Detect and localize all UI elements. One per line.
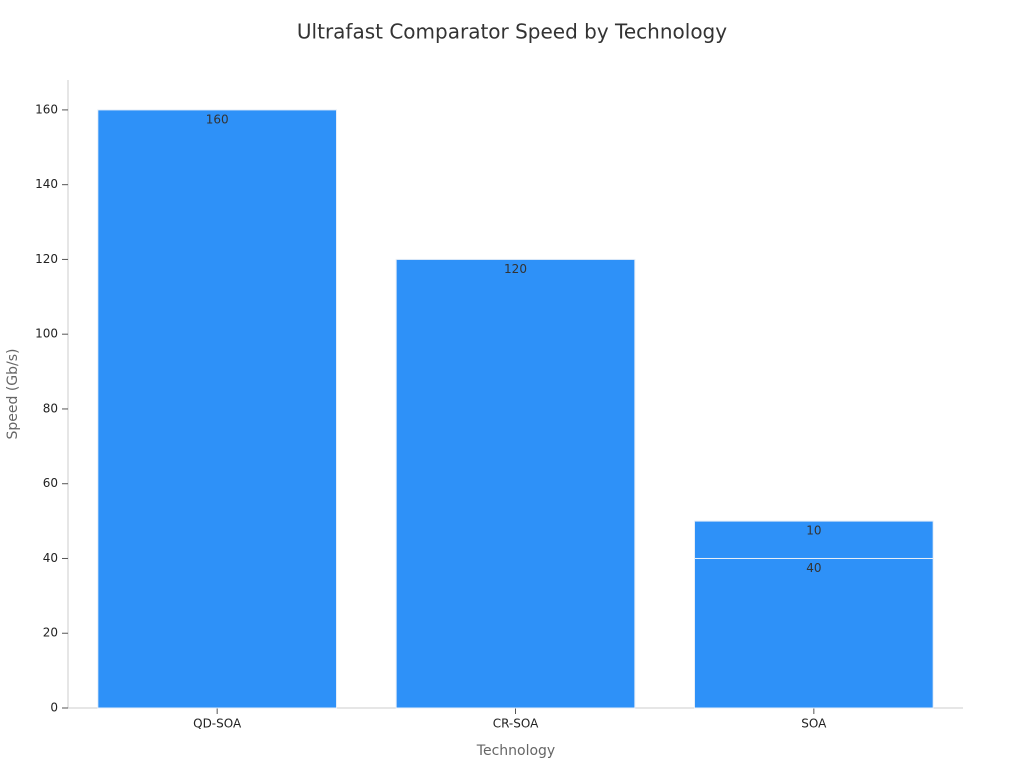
x-tick-label: SOA	[801, 717, 827, 731]
data-label: 120	[504, 262, 527, 276]
bar-segment	[395, 258, 636, 709]
y-tick-label: 100	[35, 327, 58, 341]
x-tick-label: QD-SOA	[193, 717, 242, 731]
y-tick-label: 0	[50, 701, 58, 715]
bar-segment	[694, 557, 934, 709]
x-axis-title: Technology	[476, 743, 555, 759]
y-tick-label: 20	[43, 626, 58, 640]
data-label: 10	[806, 524, 821, 538]
bar-segment	[694, 520, 934, 559]
data-label: 160	[206, 112, 229, 126]
y-axis-title: Speed (Gb/s)	[5, 348, 21, 439]
y-tick-label: 120	[35, 252, 58, 266]
bar-segment	[97, 109, 338, 709]
y-tick-label: 160	[35, 102, 58, 116]
x-tick-label: CR-SOA	[493, 717, 539, 731]
y-tick-label: 40	[43, 551, 58, 565]
y-tick-label: 60	[43, 476, 58, 490]
data-label: 40	[806, 561, 821, 575]
chart-title: Ultrafast Comparator Speed by Technology	[297, 20, 727, 44]
y-tick-label: 140	[35, 177, 58, 191]
y-tick-label: 80	[43, 401, 58, 415]
